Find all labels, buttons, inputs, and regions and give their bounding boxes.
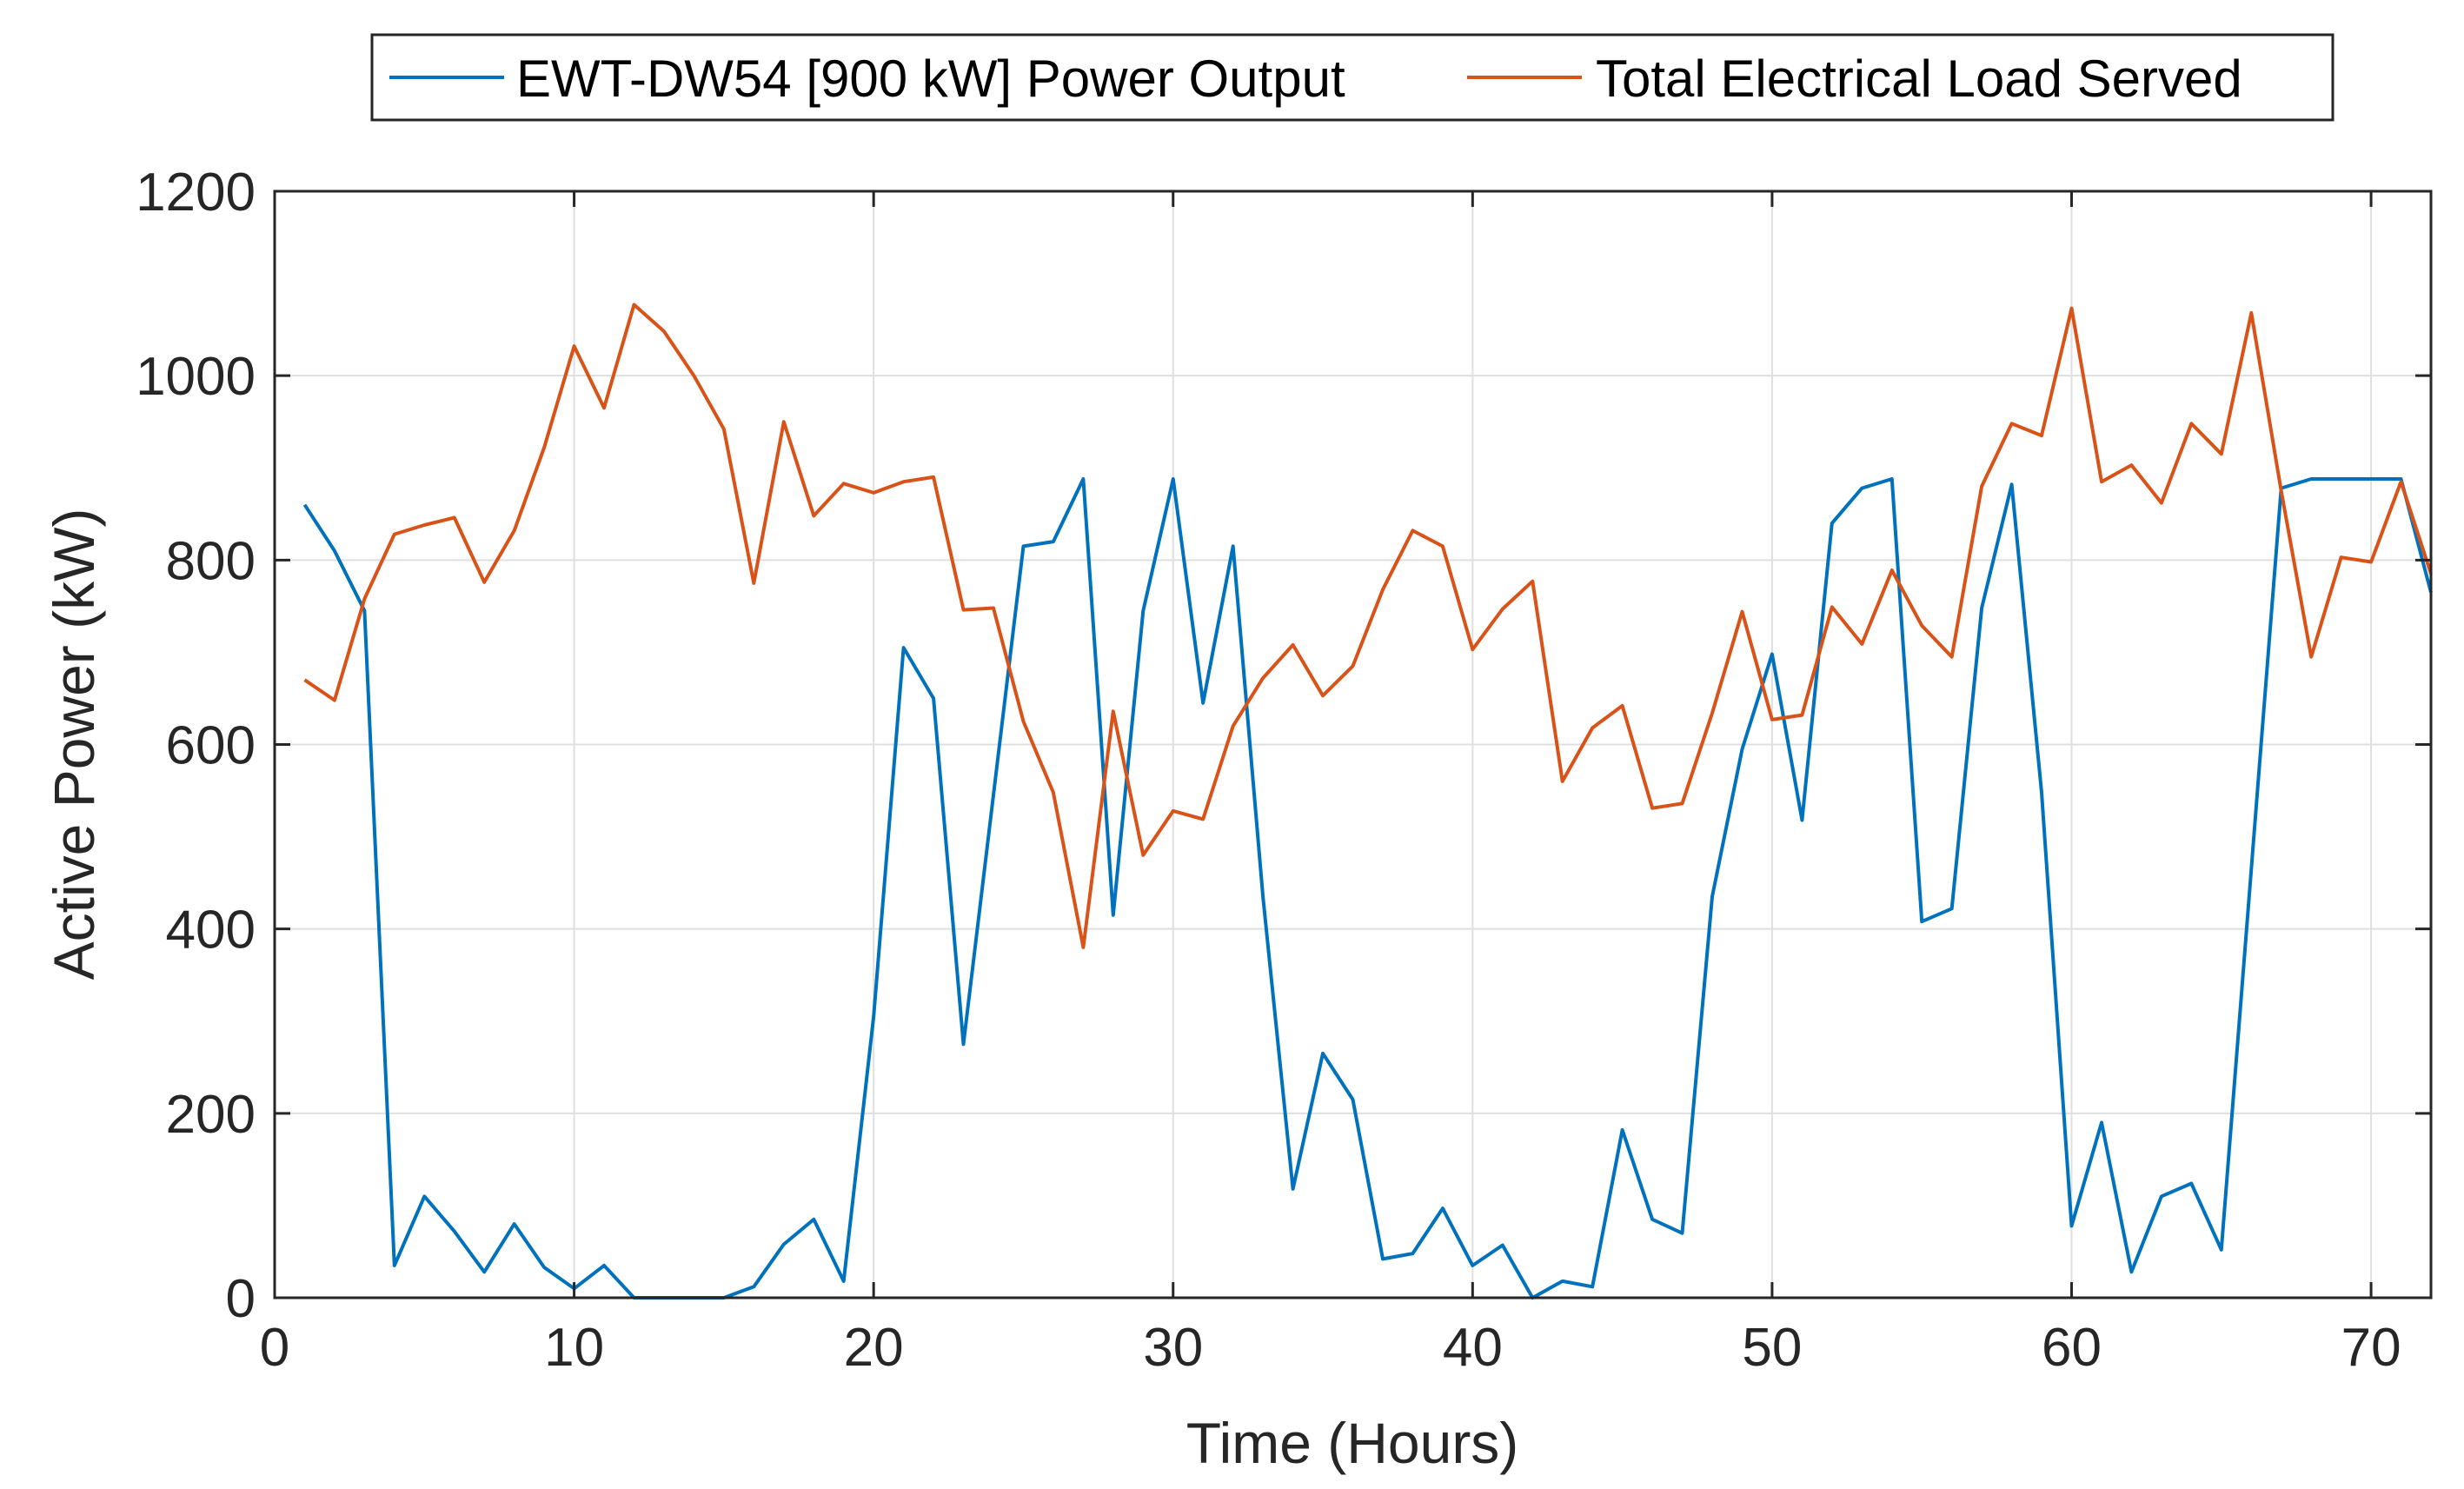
legend-label-power-output: EWT-DW54 [900 kW] Power Output — [516, 50, 1345, 108]
x-tick-label: 60 — [2042, 1318, 2102, 1378]
y-tick-label: 400 — [166, 901, 256, 961]
y-tick-labels: 0 200 400 600 800 1000 1200 — [136, 163, 256, 1329]
x-tick-label: 20 — [844, 1318, 904, 1378]
x-tick-label: 30 — [1143, 1318, 1203, 1378]
legend-label-load-served: Total Electrical Load Served — [1596, 50, 2242, 108]
x-tick-labels: 0 10 20 30 40 50 60 70 — [260, 1318, 2401, 1378]
y-tick-label: 600 — [166, 716, 256, 776]
legend: EWT-DW54 [900 kW] Power Output Total Ele… — [370, 33, 2334, 122]
y-tick-label: 800 — [166, 531, 256, 591]
x-tick-label: 10 — [544, 1318, 604, 1378]
axis-ticks — [273, 189, 2431, 1300]
x-axis-title: Time (Hours) — [1186, 1411, 1519, 1475]
x-tick-label: 0 — [260, 1318, 289, 1378]
y-tick-label: 0 — [226, 1269, 256, 1329]
x-tick-label: 50 — [1742, 1318, 1802, 1378]
series-line-load-served — [303, 302, 2433, 949]
grid-lines — [275, 191, 2431, 1298]
legend-box — [370, 33, 2334, 122]
y-tick-label: 200 — [166, 1085, 256, 1145]
x-tick-label: 40 — [1443, 1318, 1503, 1378]
y-tick-label: 1200 — [136, 163, 256, 223]
y-axis-title: Active Power (kW) — [42, 509, 106, 980]
y-tick-label: 1000 — [136, 347, 256, 407]
x-tick-label: 70 — [2341, 1318, 2401, 1378]
